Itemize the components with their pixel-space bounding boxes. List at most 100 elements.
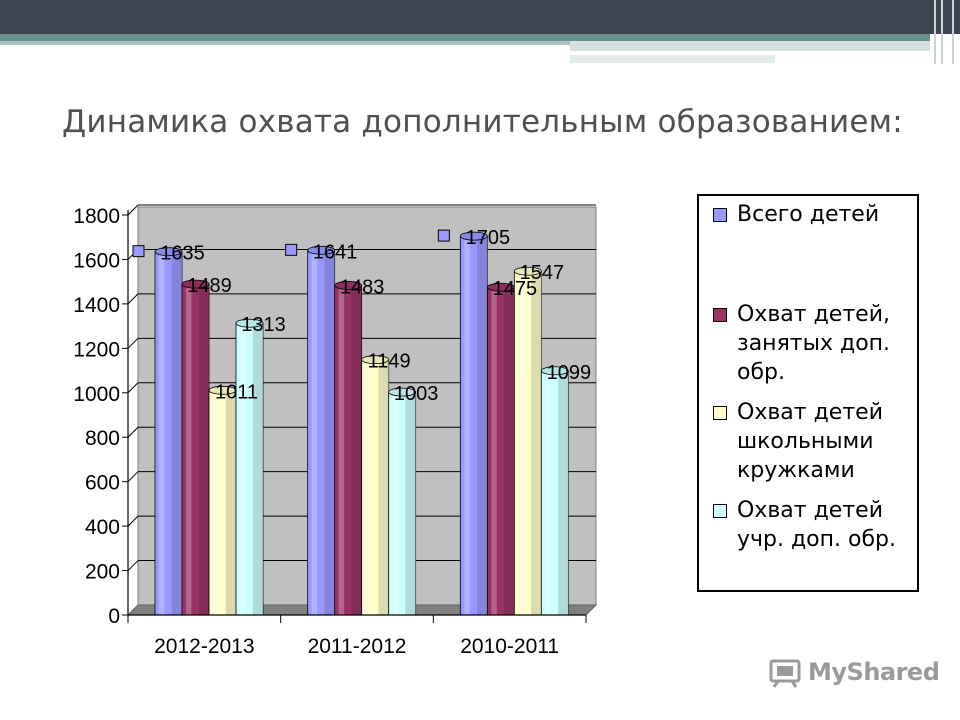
legend-swatch bbox=[713, 308, 727, 322]
data-label: 1099 bbox=[547, 362, 592, 384]
logo: MyShared bbox=[768, 655, 940, 689]
header-stripe bbox=[570, 41, 930, 51]
data-label-key bbox=[132, 245, 145, 258]
header-bar bbox=[0, 0, 960, 34]
bar-top bbox=[307, 245, 336, 255]
gridline bbox=[127, 293, 139, 305]
bar-highlight bbox=[518, 271, 524, 615]
data-label-key bbox=[437, 229, 450, 242]
bar-highlight bbox=[186, 284, 192, 615]
bar bbox=[307, 245, 336, 616]
data-label: 1475 bbox=[493, 278, 538, 300]
y-tick-label: 0 bbox=[108, 605, 120, 628]
bar bbox=[154, 247, 183, 616]
bar-top bbox=[540, 366, 569, 376]
bar-group bbox=[154, 231, 569, 616]
data-label-key bbox=[285, 243, 298, 256]
bar-top bbox=[459, 231, 488, 241]
y-tick-label: 600 bbox=[85, 472, 120, 495]
data-label: 1011 bbox=[215, 381, 258, 403]
bar-top bbox=[361, 355, 390, 365]
legend-label: Охват детей, занятых доп. обр. bbox=[737, 302, 891, 385]
bar bbox=[208, 385, 237, 616]
bar-shade bbox=[504, 287, 515, 615]
x-tick-label: 2011-2012 bbox=[308, 635, 407, 658]
bar-shade bbox=[198, 284, 209, 615]
bar bbox=[513, 266, 542, 616]
data-label: 1705 bbox=[466, 227, 511, 249]
bar-top bbox=[388, 387, 417, 397]
legend-item: Охват детей учр. доп. обр. bbox=[713, 496, 917, 554]
gridline bbox=[127, 337, 139, 349]
bar-top bbox=[334, 281, 363, 290]
bar-highlight bbox=[464, 236, 470, 615]
bar-highlight bbox=[392, 392, 399, 615]
bar-highlight bbox=[159, 251, 165, 615]
legend-item: Охват детей, занятых доп. обр. bbox=[713, 300, 917, 387]
bar-highlight bbox=[545, 370, 551, 615]
data-label: 1313 bbox=[241, 314, 286, 336]
slide-title: Динамика охвата дополнительным образован… bbox=[62, 104, 903, 140]
header-decoration bbox=[934, 0, 954, 64]
bar-top bbox=[154, 247, 183, 257]
bar-shade bbox=[558, 370, 569, 615]
header-stripe bbox=[570, 55, 775, 63]
gridline bbox=[127, 204, 139, 216]
data-label: 1149 bbox=[368, 351, 411, 373]
bar-shade bbox=[171, 251, 182, 615]
bar-highlight bbox=[311, 250, 318, 616]
data-label: 1547 bbox=[520, 262, 565, 284]
projector-icon bbox=[769, 659, 801, 688]
bar-shade bbox=[477, 236, 488, 615]
bar-highlight bbox=[213, 390, 219, 615]
bar-shade bbox=[324, 250, 335, 616]
y-tick-label: 400 bbox=[85, 516, 120, 539]
bar-highlight bbox=[240, 323, 246, 615]
legend-swatch bbox=[713, 406, 727, 420]
y-tick-label: 1000 bbox=[73, 383, 120, 406]
bar-shade bbox=[531, 271, 542, 615]
chart-legend: Всего детей Охват детей, занятых доп. об… bbox=[697, 194, 919, 592]
header-stripe bbox=[0, 41, 570, 45]
bar-top bbox=[513, 266, 542, 276]
data-label: 1489 bbox=[187, 275, 232, 297]
bar bbox=[235, 318, 264, 616]
gridline bbox=[127, 515, 139, 527]
bar bbox=[181, 279, 210, 616]
legend-swatch bbox=[713, 504, 727, 518]
legend-label: Охват детей школьными кружками bbox=[737, 400, 883, 483]
logo-text: MyShared bbox=[808, 658, 940, 686]
gridline bbox=[127, 426, 139, 438]
y-tick-label: 1800 bbox=[73, 205, 120, 228]
bar-highlight bbox=[491, 287, 497, 615]
axes: 0 200 400 600 800 1000 1200 1400 1600 1800 2012-20… bbox=[73, 205, 587, 658]
bar-top bbox=[181, 279, 210, 289]
bar bbox=[486, 282, 515, 616]
y-tick-label: 1600 bbox=[73, 249, 120, 272]
data-label: 1635 bbox=[160, 243, 205, 265]
gridline bbox=[127, 382, 139, 394]
bar-top bbox=[235, 318, 264, 328]
bar-highlight bbox=[338, 285, 345, 615]
legend-label: Всего детей bbox=[737, 202, 880, 227]
legend-label: Охват детей учр. доп. обр. bbox=[737, 498, 896, 552]
x-tick-label: 2010-2011 bbox=[460, 635, 559, 658]
y-tick-label: 200 bbox=[85, 561, 120, 584]
bar bbox=[388, 387, 417, 616]
bar bbox=[361, 355, 390, 616]
data-labels: 1635 1489 1011 1313 1641 1483 1149 1003 1705 1475… bbox=[132, 227, 592, 405]
bar bbox=[334, 281, 363, 616]
gridline bbox=[127, 471, 139, 483]
legend-swatch bbox=[713, 208, 727, 222]
bar-highlight bbox=[365, 359, 372, 615]
legend-item: Всего детей bbox=[713, 200, 917, 229]
y-tick-label: 1400 bbox=[73, 294, 120, 317]
y-tick-label: 1200 bbox=[73, 338, 120, 361]
header-stripe bbox=[0, 34, 930, 41]
bar-shade bbox=[225, 390, 236, 615]
bar-shade bbox=[252, 323, 263, 615]
data-label: 1641 bbox=[313, 241, 358, 263]
legend-item: Охват детей школьными кружками bbox=[713, 398, 917, 485]
x-tick-label: 2012-2013 bbox=[154, 635, 254, 658]
